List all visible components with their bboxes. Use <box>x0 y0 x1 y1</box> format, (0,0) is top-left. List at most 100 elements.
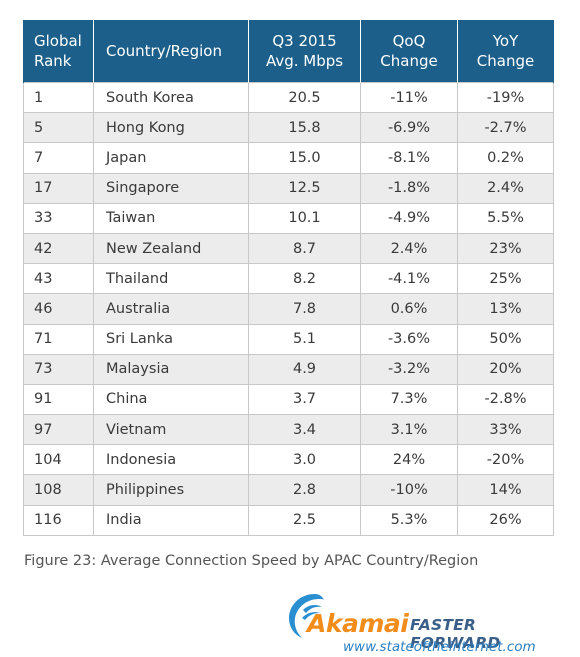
cell-country: Indonesia <box>93 444 249 476</box>
table-row: 43 Thailand 8.2 -4.1% 25% <box>23 263 554 295</box>
cell-rank: 43 <box>23 263 94 295</box>
cell-rank: 42 <box>23 232 94 265</box>
cell-yoy-change: -19% <box>457 81 554 114</box>
cell-yoy-change: 25% <box>457 263 554 295</box>
cell-yoy-change: 13% <box>457 293 554 325</box>
cell-yoy-change: 2.4% <box>457 172 554 204</box>
cell-speed: 8.2 <box>248 263 361 295</box>
table-row: 1 South Korea 20.5 -11% -19% <box>23 81 554 114</box>
cell-rank: 17 <box>23 172 94 204</box>
cell-qoq-change: -3.2% <box>360 353 458 385</box>
cell-yoy-change: 14% <box>457 474 554 506</box>
cell-rank: 104 <box>23 444 94 476</box>
cell-qoq-change: 7.3% <box>360 383 458 416</box>
table-row: 108 Philippines 2.8 -10% 14% <box>23 474 554 506</box>
table-row: 17 Singapore 12.5 -1.8% 2.4% <box>23 172 554 204</box>
cell-qoq-change: 0.6% <box>360 293 458 325</box>
header-yoy: YoY Change <box>457 20 554 83</box>
cell-speed: 2.5 <box>248 504 361 536</box>
cell-speed: 12.5 <box>248 172 361 204</box>
cell-country: Vietnam <box>93 414 249 446</box>
cell-speed: 3.4 <box>248 414 361 446</box>
table-row: 97 Vietnam 3.4 3.1% 33% <box>23 414 554 446</box>
table-row: 73 Malaysia 4.9 -3.2% 20% <box>23 353 554 385</box>
table-row: 33 Taiwan 10.1 -4.9% 5.5% <box>23 202 554 234</box>
cell-speed: 5.1 <box>248 323 361 355</box>
cell-rank: 33 <box>23 202 94 234</box>
cell-rank: 46 <box>23 293 94 325</box>
cell-rank: 91 <box>23 383 94 416</box>
cell-speed: 15.8 <box>248 112 361 144</box>
logo-tagline: FASTER FORWARD <box>410 616 501 652</box>
header-rank: Global Rank <box>23 20 94 83</box>
cell-country: Taiwan <box>93 202 249 234</box>
cell-speed: 2.8 <box>248 474 361 506</box>
cell-yoy-change: 50% <box>457 323 554 355</box>
cell-country: Malaysia <box>93 353 249 385</box>
table-row: 42 New Zealand 8.7 2.4% 23% <box>23 232 554 265</box>
cell-qoq-change: 3.1% <box>360 414 458 446</box>
cell-country: India <box>93 504 249 536</box>
header-country: Country/Region <box>93 20 249 83</box>
header-qoq-line1: QoQ <box>392 32 426 50</box>
cell-yoy-change: 20% <box>457 353 554 385</box>
table-row: 7 Japan 15.0 -8.1% 0.2% <box>23 142 554 174</box>
table-header: Global Rank Country/Region Q3 2015 Avg. … <box>23 20 554 83</box>
cell-speed: 3.7 <box>248 383 361 416</box>
cell-country: Philippines <box>93 474 249 506</box>
cell-qoq-change: 24% <box>360 444 458 476</box>
cell-speed: 4.9 <box>248 353 361 385</box>
akamai-logo: Akamai FASTER FORWARD www.stateoftheinte… <box>285 590 565 655</box>
cell-qoq-change: -10% <box>360 474 458 506</box>
cell-country: New Zealand <box>93 232 249 265</box>
cell-rank: 1 <box>23 81 94 114</box>
cell-speed: 8.7 <box>248 232 361 265</box>
header-rank-line2: Rank <box>34 52 72 70</box>
header-qoq: QoQ Change <box>360 20 458 83</box>
cell-rank: 97 <box>23 414 94 446</box>
cell-yoy-change: 5.5% <box>457 202 554 234</box>
cell-country: Hong Kong <box>93 112 249 144</box>
logo-url-text: www.stateoftheinternet.com <box>343 639 536 655</box>
cell-yoy-change: 26% <box>457 504 554 536</box>
cell-rank: 73 <box>23 353 94 385</box>
header-qoq-line2: Change <box>380 52 438 70</box>
header-yoy-line1: YoY <box>492 32 519 50</box>
cell-yoy-change: 0.2% <box>457 142 554 174</box>
cell-qoq-change: 5.3% <box>360 504 458 536</box>
header-speed-line2: Avg. Mbps <box>265 52 344 70</box>
table-row: 71 Sri Lanka 5.1 -3.6% 50% <box>23 323 554 355</box>
cell-country: Japan <box>93 142 249 174</box>
cell-speed: 3.0 <box>248 444 361 476</box>
cell-speed: 15.0 <box>248 142 361 174</box>
header-rank-line1: Global <box>34 32 82 50</box>
cell-qoq-change: -1.8% <box>360 172 458 204</box>
cell-rank: 5 <box>23 112 94 144</box>
table-row: 104 Indonesia 3.0 24% -20% <box>23 444 554 476</box>
table-row: 5 Hong Kong 15.8 -6.9% -2.7% <box>23 112 554 144</box>
cell-rank: 71 <box>23 323 94 355</box>
header-speed: Q3 2015 Avg. Mbps <box>248 20 361 83</box>
table-row: 116 India 2.5 5.3% 26% <box>23 504 554 536</box>
cell-yoy-change: 23% <box>457 232 554 265</box>
header-country-line1: Country/Region <box>106 42 222 60</box>
speed-table-container: Global Rank Country/Region Q3 2015 Avg. … <box>23 20 554 536</box>
cell-country: Australia <box>93 293 249 325</box>
cell-qoq-change: -4.1% <box>360 263 458 295</box>
table-row: 91 China 3.7 7.3% -2.8% <box>23 383 554 416</box>
cell-yoy-change: -2.7% <box>457 112 554 144</box>
cell-country: Thailand <box>93 263 249 295</box>
cell-qoq-change: 2.4% <box>360 232 458 265</box>
logo-brand-text: Akamai <box>307 609 409 638</box>
cell-yoy-change: -20% <box>457 444 554 476</box>
cell-rank: 7 <box>23 142 94 174</box>
cell-yoy-change: -2.8% <box>457 383 554 416</box>
cell-speed: 10.1 <box>248 202 361 234</box>
cell-country: Singapore <box>93 172 249 204</box>
cell-rank: 108 <box>23 474 94 506</box>
cell-yoy-change: 33% <box>457 414 554 446</box>
cell-speed: 7.8 <box>248 293 361 325</box>
cell-country: South Korea <box>93 81 249 114</box>
header-speed-line1: Q3 2015 <box>272 32 337 50</box>
cell-rank: 116 <box>23 504 94 536</box>
